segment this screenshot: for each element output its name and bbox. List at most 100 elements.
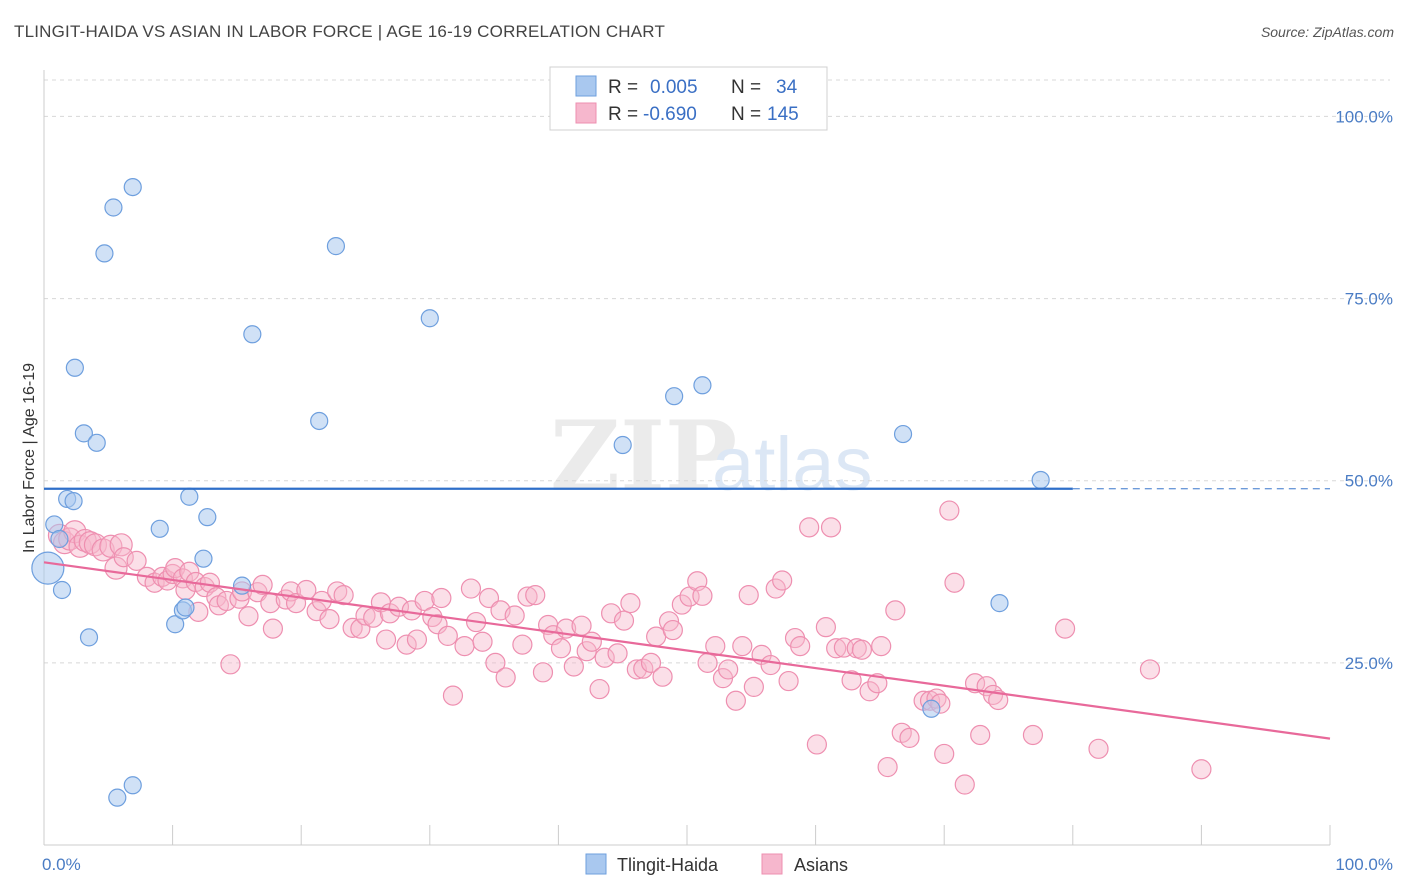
asians-point — [238, 606, 259, 627]
tlingit-haida-point — [176, 598, 195, 617]
asians-point — [589, 678, 610, 700]
asians-point — [220, 654, 241, 675]
asians-point — [851, 639, 872, 660]
asians-point — [437, 625, 458, 647]
legend-n-value-1: 34 — [776, 77, 798, 98]
asians-point — [454, 635, 475, 657]
legend-r-value-2: -0.690 — [643, 104, 697, 125]
asians-point — [442, 685, 464, 706]
tlingit-haida-point — [31, 551, 65, 585]
tlingit-haida-point — [95, 244, 114, 263]
asians-point — [820, 517, 842, 538]
asians-point — [327, 581, 348, 602]
stats-legend: R = 0.005 N = 34 R = -0.690 N = 145 — [549, 66, 828, 131]
asians-point — [550, 638, 572, 659]
tlingit-haida-points — [31, 178, 1050, 807]
asians-point — [765, 578, 786, 599]
legend-n-label-1: N = — [731, 77, 761, 98]
legend-r-value-1: 0.005 — [650, 77, 698, 98]
tlingit-haida-point — [64, 492, 83, 511]
asians-points — [47, 500, 1212, 795]
asians-point — [333, 584, 354, 606]
grid-lines — [44, 79, 1390, 664]
asians-point — [859, 681, 880, 702]
asians-point — [899, 727, 920, 749]
asians-point — [640, 652, 662, 673]
legend-swatch-asians — [575, 102, 597, 124]
asians-point — [705, 635, 726, 657]
asians-point — [472, 631, 493, 652]
asians-point — [1054, 618, 1076, 639]
asians-point — [406, 629, 428, 650]
asians-point — [671, 594, 692, 615]
asians-point — [964, 673, 986, 694]
tlingit-haida-point — [108, 788, 127, 807]
asians-point — [262, 618, 284, 639]
tlingit-haida-point — [52, 580, 72, 600]
tlingit-haida-point — [180, 487, 199, 506]
asians-point — [988, 689, 1009, 711]
y-tick-label-50: 50.0% — [1345, 472, 1393, 491]
asians-point — [252, 574, 273, 596]
asians-point — [652, 666, 673, 687]
asians-point — [954, 774, 975, 795]
asians-point — [396, 634, 417, 655]
asians-point — [826, 638, 847, 659]
x-axis-ticks — [43, 825, 1331, 845]
y-tick-label-100: 100.0% — [1335, 107, 1393, 126]
tlingit-haida-point — [123, 776, 142, 795]
asians-point — [697, 652, 718, 673]
asians-point — [725, 690, 746, 711]
tlingit-haida-point — [1031, 470, 1050, 490]
tlingit-haida-point — [74, 424, 93, 443]
asians-point — [126, 550, 147, 571]
asians-point — [319, 609, 340, 630]
asians-point — [692, 585, 713, 606]
y-axis-tick-labels: 25.0% 50.0% 75.0% 100.0% — [1335, 107, 1393, 672]
asians-point — [525, 584, 546, 606]
asians-point — [970, 724, 991, 746]
asians-point — [504, 605, 525, 626]
legend-n-value-2: 145 — [767, 104, 799, 125]
asians-point — [806, 734, 827, 755]
asians-point — [576, 641, 597, 662]
bottom-legend-label-asians: Asians — [794, 855, 848, 875]
asians-point — [601, 603, 622, 624]
y-tick-label-75: 75.0% — [1345, 290, 1393, 309]
tlingit-haida-point — [326, 237, 346, 256]
tlingit-haida-point — [893, 424, 913, 444]
asians-point — [512, 634, 533, 655]
asians-point — [109, 533, 133, 557]
tlingit-haida-point — [79, 628, 99, 647]
x-tick-label-max: 100.0% — [1335, 855, 1393, 874]
tlingit-haida-point — [232, 576, 252, 595]
asians-point — [342, 617, 363, 638]
tlingit-haida-point — [104, 198, 123, 217]
asians-point — [944, 572, 965, 593]
asians-point — [485, 652, 506, 673]
asians-point — [414, 590, 435, 612]
y-axis-title: In Labor Force | Age 16-19 — [21, 363, 38, 553]
tlingit-haida-point — [65, 358, 84, 377]
asians-point — [867, 673, 888, 694]
asians-point — [738, 584, 759, 606]
asians-point — [718, 659, 739, 680]
legend-n-label-2: N = — [731, 104, 761, 125]
legend-swatch-tlingit-haida — [575, 75, 597, 97]
trend-lines — [43, 487, 1331, 740]
bottom-legend-swatch-tlingit-haida — [585, 853, 607, 875]
asians-point — [478, 587, 500, 609]
asians-point — [939, 500, 960, 521]
series-legend: Tlingit-Haida Asians — [585, 853, 848, 875]
watermark: ZIP atlas — [550, 400, 873, 513]
watermark-zip: ZIP — [550, 400, 737, 513]
tlingit-haida-point — [310, 411, 329, 431]
asians-point — [460, 578, 482, 599]
asians-point — [581, 631, 602, 652]
asians-point — [790, 635, 811, 657]
asians-point — [799, 517, 820, 538]
asians-point — [495, 667, 516, 688]
tlingit-haida-point — [922, 699, 941, 718]
asians-point — [662, 619, 683, 641]
tlingit-haida-point — [693, 376, 712, 395]
